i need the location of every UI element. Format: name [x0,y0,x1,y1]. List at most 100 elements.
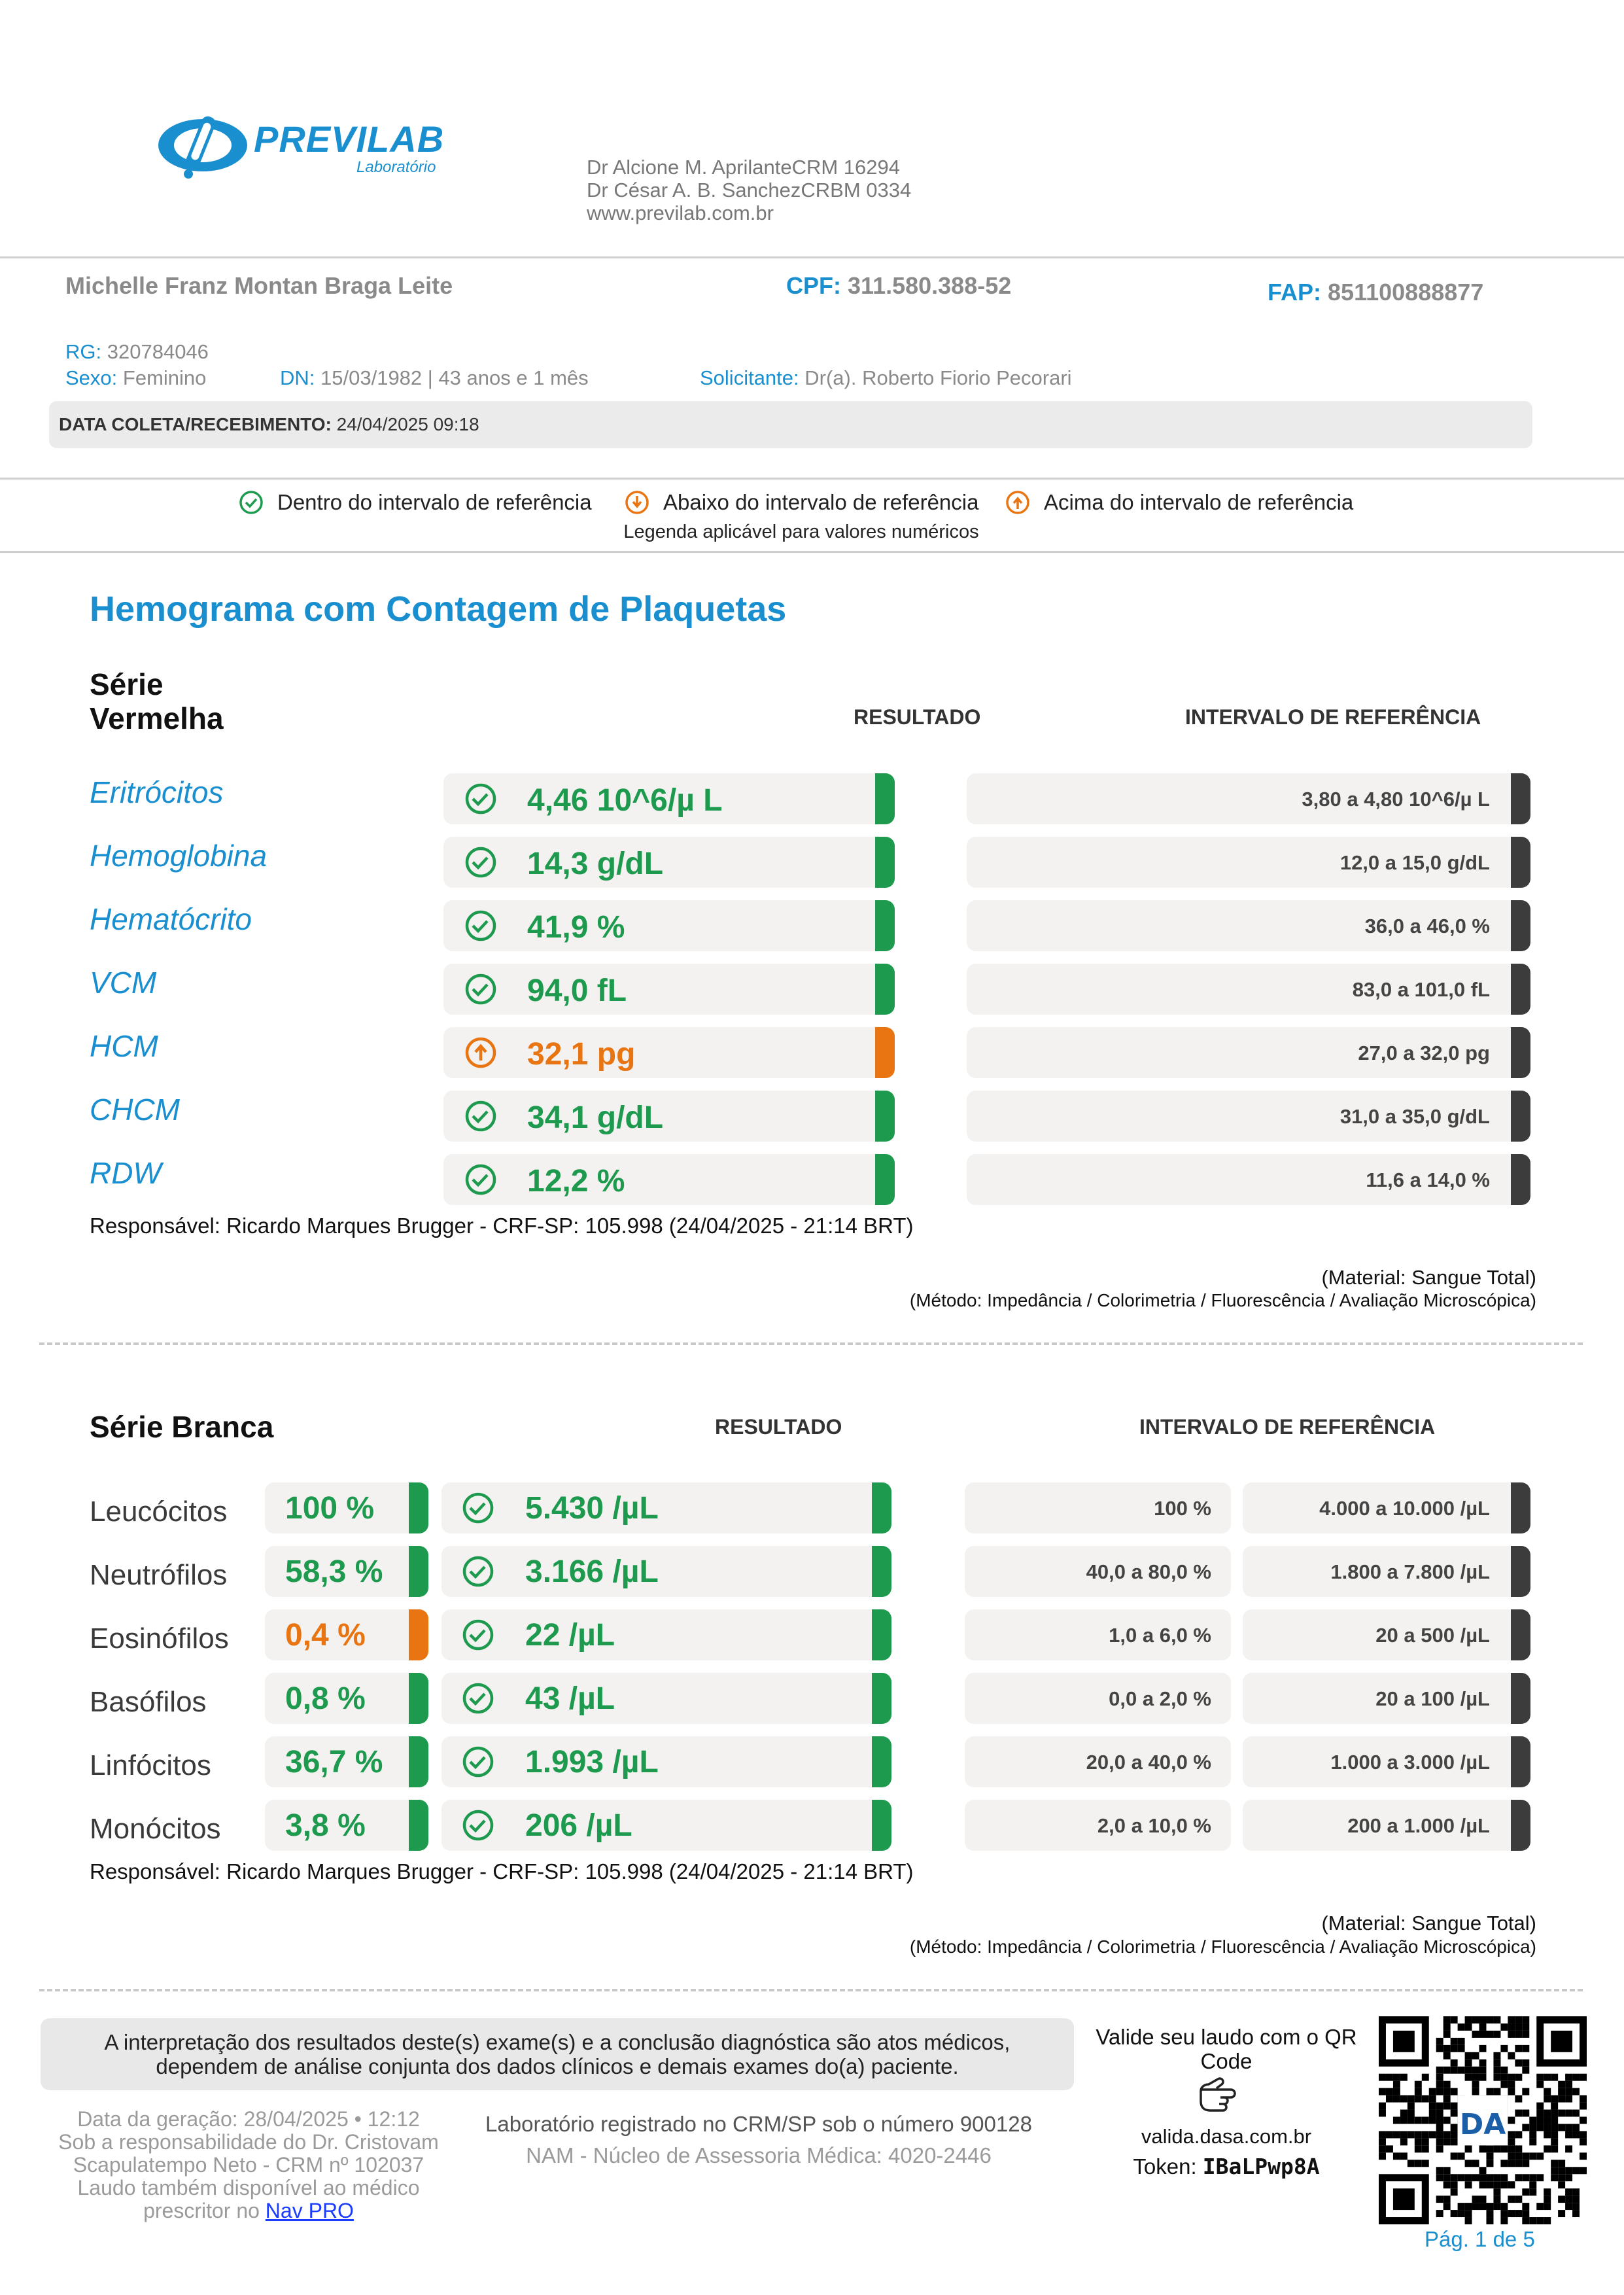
status-bar [872,1736,891,1787]
arrow-down-circle-icon [625,491,649,514]
legend-below: Abaixo do intervalo de referência [624,489,978,516]
token-value: IBaLPwp8A [1202,2154,1320,2179]
qr-instruction-line: Valide seu laudo com o QR [1096,2025,1357,2049]
reference-percent: 40,0 a 80,0 % [1086,1560,1211,1583]
reference-bar [1511,1154,1530,1205]
legend-above-label: Acima do intervalo de referência [1044,490,1354,514]
status-bar [409,1673,428,1724]
analyte-name: RDW [90,1156,162,1190]
legend-top-divider [0,478,1624,480]
result-value: 34,1 g/dL [527,1100,664,1135]
legend-bottom-divider [0,551,1624,553]
reference-absolute-pill [1243,1609,1530,1660]
rg-field: RG: 320784046 [65,340,209,364]
analyte-name: Hematócrito [90,902,252,936]
dn-label: DN: [280,366,315,389]
result-pill [443,773,895,824]
reference-percent-pill [965,1673,1231,1724]
red-ref-header: INTERVALO DE REFERÊNCIA [1185,705,1481,729]
reference-absolute: 1.000 a 3.000 /µL [1330,1751,1490,1774]
red-series-title-line1: Série [90,667,164,701]
nam-contact: NAM - Núcleo de Assessoria Médica: 4020-… [526,2143,992,2167]
status-bar [875,1027,895,1078]
lab-registration: Laboratório registrado no CRM/SP sob o n… [485,2112,1032,2136]
check-circle-icon [462,1746,494,1778]
previlab-logo: PREVILAB Laboratório [157,111,458,183]
legend-within: Dentro do intervalo de referência [238,489,592,516]
sex-field: Sexo: Feminino [65,366,206,390]
reference-bar [1511,1800,1530,1851]
token-line: Token: IBaLPwp8A [1073,2154,1380,2179]
check-circle-icon [239,491,263,514]
cell-type-name: Neutrófilos [90,1559,228,1591]
reference-percent-pill [965,1482,1231,1533]
doctor-line: Dr Alcione M. AprilanteCRM 16294 [587,156,901,179]
absolute-value: 5.430 /µL [525,1491,659,1526]
reference-bar [1511,1546,1530,1597]
reference-bar [1511,1091,1530,1142]
result-value: 4,46 10^6/µ L [527,783,723,818]
white-result-header: RESULTADO [715,1415,842,1439]
qr-code[interactable]: DA [1379,2016,1587,2224]
reference-bar [1511,1673,1530,1724]
status-bar [409,1800,428,1851]
status-bar [875,1154,895,1205]
reference-pill [967,964,1530,1015]
cell-type-name: Leucócitos [90,1496,228,1528]
analyte-name: Eritrócitos [90,775,224,809]
check-circle-icon [462,1810,494,1841]
requester-label: Solicitante: [700,366,799,389]
collection-label: DATA COLETA/RECEBIMENTO: [59,414,332,434]
fap-label: FAP: [1268,279,1322,306]
qr-instruction-line: Code [1200,2049,1253,2073]
percent-value: 0,8 % [285,1681,366,1716]
nav-pro-link[interactable]: Nav PRO [265,2199,354,2222]
header-divider [0,256,1624,258]
status-bar [872,1609,891,1660]
reference-percent: 2,0 a 10,0 % [1097,1814,1211,1837]
percent-value: 0,4 % [285,1618,366,1653]
reference-value: 11,6 a 14,0 % [1366,1168,1490,1191]
arrow-up-circle-icon [465,1037,496,1068]
white-series-title: Série Branca [90,1410,274,1444]
reference-value: 27,0 a 32,0 pg [1358,1042,1490,1064]
result-value: 14,3 g/dL [527,847,664,881]
legend-within-label: Dentro do intervalo de referência [277,490,592,514]
reference-absolute: 20 a 500 /µL [1375,1624,1490,1647]
website-link[interactable]: www.previlab.com.br [587,201,774,224]
requester-field: Solicitante: Dr(a). Roberto Fiorio Pecor… [700,366,1072,390]
red-material: (Material: Sangue Total) [1321,1266,1536,1289]
status-bar [875,900,895,951]
qr-validation-url[interactable]: valida.dasa.com.br [1141,2125,1312,2148]
check-circle-icon [465,1100,496,1132]
status-bar [875,1091,895,1142]
percent-pill [265,1609,428,1660]
cpf-label: CPF: [786,272,841,299]
reference-pill [967,773,1530,824]
cell-type-name: Linfócitos [90,1749,211,1781]
percent-value: 100 % [285,1491,375,1526]
cell-type-name: Basófilos [90,1686,207,1718]
percent-value: 3,8 % [285,1808,366,1843]
white-responsible: Responsável: Ricardo Marques Brugger - C… [90,1859,914,1883]
availability-line: prescritor no Nav PRO [39,2199,458,2222]
status-bar [409,1482,428,1533]
status-bar [872,1800,891,1851]
red-responsible: Responsável: Ricardo Marques Brugger - C… [90,1214,914,1238]
responsibility-line: Sob a responsabilidade do Dr. Cristovam [58,2130,439,2154]
status-bar [872,1673,891,1724]
check-circle-icon [462,1556,494,1587]
reference-value: 12,0 a 15,0 g/dL [1339,851,1490,874]
disclaimer-line: A interpretação dos resultados deste(s) … [104,2030,1011,2054]
fap-field: FAP: 851100888877 [1268,279,1483,306]
legend-below-label: Abaixo do intervalo de referência [663,490,979,514]
check-circle-icon [462,1683,494,1714]
percent-pill [265,1482,428,1533]
absolute-pill [441,1736,891,1787]
reference-bar [1511,964,1530,1015]
availability-line: Laudo também disponível ao médico [77,2176,420,2199]
reference-value: 36,0 a 46,0 % [1364,915,1490,937]
cpf-value: 311.580.388-52 [848,272,1012,299]
reference-pill [967,1027,1530,1078]
reference-bar [1511,1609,1530,1660]
